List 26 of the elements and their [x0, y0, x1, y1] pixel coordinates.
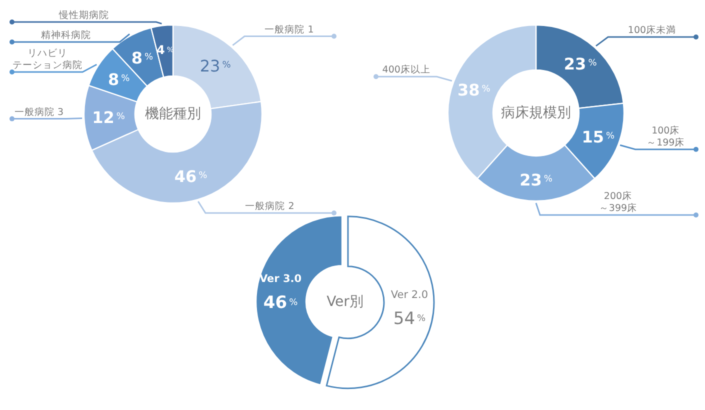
slice-label: 精神科病院	[40, 29, 91, 41]
text: Ver別	[326, 294, 364, 310]
slice-label: 200床～399床	[598, 190, 638, 214]
slice-label: 慢性期病院	[58, 9, 110, 21]
data-label: 54%	[393, 309, 426, 330]
slice-label: 一般病院 1	[264, 23, 314, 36]
data-label: 23%	[200, 56, 232, 75]
data-label: 8%	[108, 69, 130, 88]
data-label: 23%	[520, 170, 553, 189]
slice-label: リハビリテーション病院	[12, 48, 82, 71]
slice-label: 100床～199床	[646, 124, 685, 148]
slice-label: 一般病院 2	[245, 200, 294, 212]
data-label: 12%	[92, 108, 126, 127]
legend-label: 400床以上	[382, 64, 430, 76]
text: 病床規模別	[501, 105, 571, 121]
data-label: 38%	[457, 80, 491, 99]
legend-label: 一般病院 3	[14, 106, 64, 118]
slice-label: Ver 2.0	[390, 289, 428, 302]
slice-label: 100床未満	[628, 24, 676, 36]
slice-label: Ver 3.0	[259, 272, 302, 285]
text: 機能種別	[145, 106, 201, 122]
data-label: 46%	[263, 292, 298, 313]
data-label: 15%	[582, 127, 615, 146]
data-label: 23%	[564, 54, 598, 73]
data-label: 8%	[131, 48, 154, 67]
data-label: 46%	[174, 166, 208, 186]
